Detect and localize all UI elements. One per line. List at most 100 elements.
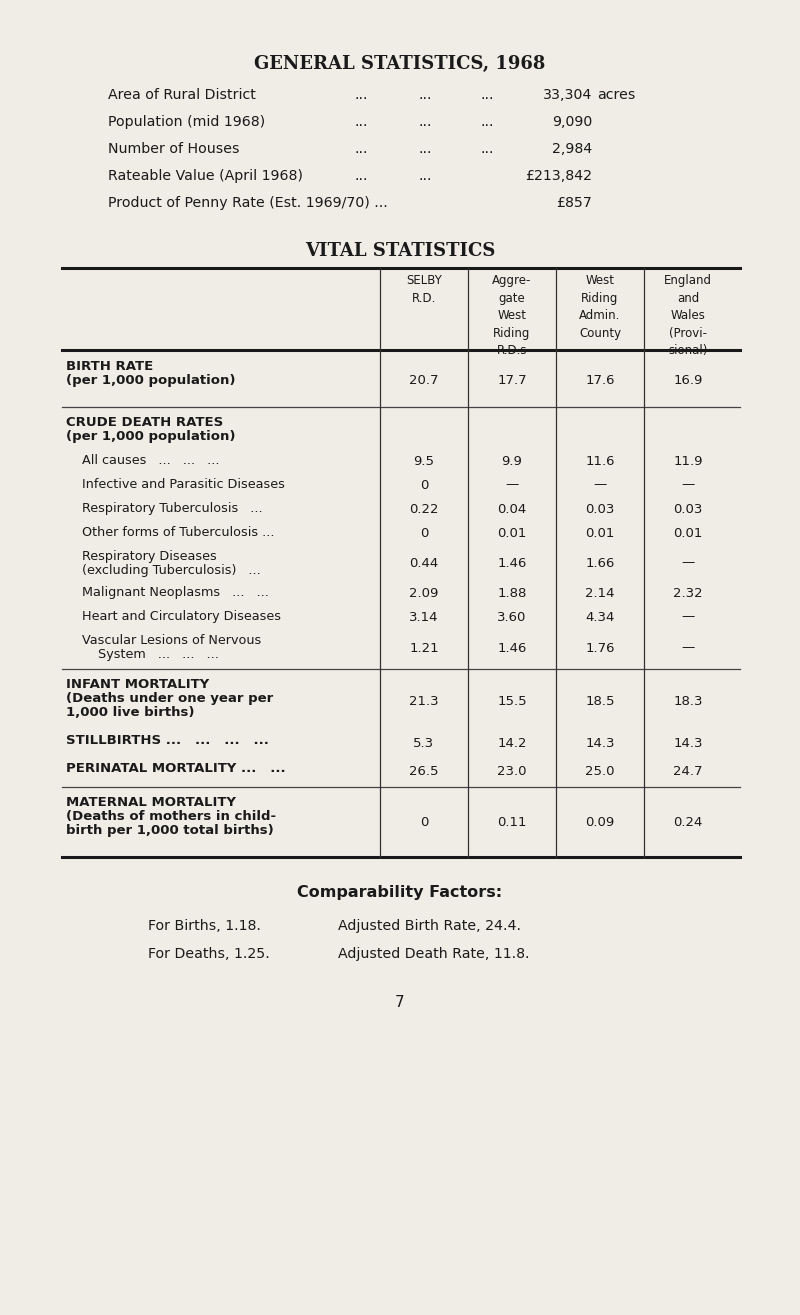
Text: 3.60: 3.60: [498, 610, 526, 623]
Text: 21.3: 21.3: [409, 694, 439, 707]
Text: 0.01: 0.01: [586, 526, 614, 539]
Text: 0.09: 0.09: [586, 815, 614, 828]
Text: West
Riding
Admin.
County: West Riding Admin. County: [579, 274, 621, 339]
Text: Adjusted Death Rate, 11.8.: Adjusted Death Rate, 11.8.: [338, 947, 530, 961]
Text: 4.34: 4.34: [586, 610, 614, 623]
Text: PERINATAL MORTALITY ...   ...: PERINATAL MORTALITY ... ...: [66, 761, 286, 775]
Text: Area of Rural District: Area of Rural District: [108, 88, 256, 103]
Text: ...: ...: [418, 170, 431, 183]
Text: 1.88: 1.88: [498, 586, 526, 600]
Text: (per 1,000 population): (per 1,000 population): [66, 373, 235, 387]
Text: Adjusted Birth Rate, 24.4.: Adjusted Birth Rate, 24.4.: [338, 919, 521, 934]
Text: 0: 0: [420, 479, 428, 492]
Text: 11.6: 11.6: [586, 455, 614, 468]
Text: 1.76: 1.76: [586, 642, 614, 655]
Text: —: —: [682, 479, 694, 492]
Text: —: —: [682, 642, 694, 655]
Text: England
and
Wales
(Provi-
sional): England and Wales (Provi- sional): [664, 274, 712, 356]
Text: 18.3: 18.3: [674, 694, 702, 707]
Text: 9.9: 9.9: [502, 455, 522, 468]
Text: Respiratory Diseases: Respiratory Diseases: [66, 550, 217, 563]
Text: 1,000 live births): 1,000 live births): [66, 706, 194, 719]
Text: ...: ...: [355, 142, 369, 156]
Text: 17.6: 17.6: [586, 373, 614, 387]
Text: —: —: [682, 556, 694, 569]
Text: —: —: [682, 610, 694, 623]
Text: For Deaths, 1.25.: For Deaths, 1.25.: [148, 947, 270, 961]
Text: (per 1,000 population): (per 1,000 population): [66, 430, 235, 443]
Text: ...: ...: [480, 114, 494, 129]
Text: (Deaths under one year per: (Deaths under one year per: [66, 692, 274, 705]
Text: STILLBIRTHS ...   ...   ...   ...: STILLBIRTHS ... ... ... ...: [66, 734, 269, 747]
Text: 1.21: 1.21: [409, 642, 439, 655]
Text: £857: £857: [556, 196, 592, 210]
Text: 3.14: 3.14: [410, 610, 438, 623]
Text: 1.66: 1.66: [586, 556, 614, 569]
Text: 1.46: 1.46: [498, 556, 526, 569]
Text: ...: ...: [355, 170, 369, 183]
Text: GENERAL STATISTICS, 1968: GENERAL STATISTICS, 1968: [254, 55, 546, 74]
Text: ...: ...: [480, 88, 494, 103]
Text: 0: 0: [420, 815, 428, 828]
Text: ...: ...: [418, 114, 431, 129]
Text: 0.11: 0.11: [498, 815, 526, 828]
Text: —: —: [594, 479, 606, 492]
Text: 0.24: 0.24: [674, 815, 702, 828]
Text: 2.14: 2.14: [586, 586, 614, 600]
Text: birth per 1,000 total births): birth per 1,000 total births): [66, 825, 274, 838]
Text: Aggre-
gate
West
Riding
R.D.s: Aggre- gate West Riding R.D.s: [492, 274, 532, 356]
Text: 0.04: 0.04: [498, 502, 526, 515]
Text: System   ...   ...   ...: System ... ... ...: [66, 648, 219, 661]
Text: SELBY
R.D.: SELBY R.D.: [406, 274, 442, 305]
Text: 14.2: 14.2: [498, 736, 526, 750]
Text: MATERNAL MORTALITY: MATERNAL MORTALITY: [66, 796, 236, 809]
Text: ...: ...: [418, 142, 431, 156]
Text: 0.01: 0.01: [498, 526, 526, 539]
Text: 9.5: 9.5: [414, 455, 434, 468]
Text: 23.0: 23.0: [498, 764, 526, 777]
Text: ...: ...: [480, 142, 494, 156]
Text: 14.3: 14.3: [586, 736, 614, 750]
Text: (Deaths of mothers in child-: (Deaths of mothers in child-: [66, 810, 276, 823]
Text: Comparability Factors:: Comparability Factors:: [298, 885, 502, 899]
Text: 0.03: 0.03: [674, 502, 702, 515]
Text: 7: 7: [395, 995, 405, 1010]
Text: Number of Houses: Number of Houses: [108, 142, 239, 156]
Text: 15.5: 15.5: [497, 694, 527, 707]
Text: 25.0: 25.0: [586, 764, 614, 777]
Text: ...: ...: [418, 88, 431, 103]
Text: 5.3: 5.3: [414, 736, 434, 750]
Text: Other forms of Tuberculosis ...: Other forms of Tuberculosis ...: [66, 526, 274, 539]
Text: 16.9: 16.9: [674, 373, 702, 387]
Text: All causes   ...   ...   ...: All causes ... ... ...: [66, 454, 219, 467]
Text: 17.7: 17.7: [497, 373, 527, 387]
Text: 18.5: 18.5: [586, 694, 614, 707]
Text: 20.7: 20.7: [410, 373, 438, 387]
Text: 11.9: 11.9: [674, 455, 702, 468]
Text: 1.46: 1.46: [498, 642, 526, 655]
Text: (excluding Tuberculosis)   ...: (excluding Tuberculosis) ...: [66, 564, 261, 577]
Text: Vascular Lesions of Nervous: Vascular Lesions of Nervous: [66, 634, 262, 647]
Text: 9,090: 9,090: [552, 114, 592, 129]
Text: CRUDE DEATH RATES: CRUDE DEATH RATES: [66, 416, 223, 429]
Text: ...: ...: [355, 114, 369, 129]
Text: 33,304: 33,304: [542, 88, 592, 103]
Text: Population (mid 1968): Population (mid 1968): [108, 114, 265, 129]
Text: Infective and Parasitic Diseases: Infective and Parasitic Diseases: [66, 477, 285, 490]
Text: ...: ...: [355, 88, 369, 103]
Text: 24.7: 24.7: [674, 764, 702, 777]
Text: £213,842: £213,842: [525, 170, 592, 183]
Text: 0: 0: [420, 526, 428, 539]
Text: Malignant Neoplasms   ...   ...: Malignant Neoplasms ... ...: [66, 586, 269, 600]
Text: 0.01: 0.01: [674, 526, 702, 539]
Text: 0.44: 0.44: [410, 556, 438, 569]
Text: acres: acres: [597, 88, 635, 103]
Text: INFANT MORTALITY: INFANT MORTALITY: [66, 679, 210, 690]
Text: 26.5: 26.5: [410, 764, 438, 777]
Text: 2.32: 2.32: [673, 586, 703, 600]
Text: Rateable Value (April 1968): Rateable Value (April 1968): [108, 170, 303, 183]
Text: VITAL STATISTICS: VITAL STATISTICS: [305, 242, 495, 260]
Text: For Births, 1.18.: For Births, 1.18.: [148, 919, 261, 934]
Text: Product of Penny Rate (Est. 1969/70) ...: Product of Penny Rate (Est. 1969/70) ...: [108, 196, 388, 210]
Text: —: —: [506, 479, 518, 492]
